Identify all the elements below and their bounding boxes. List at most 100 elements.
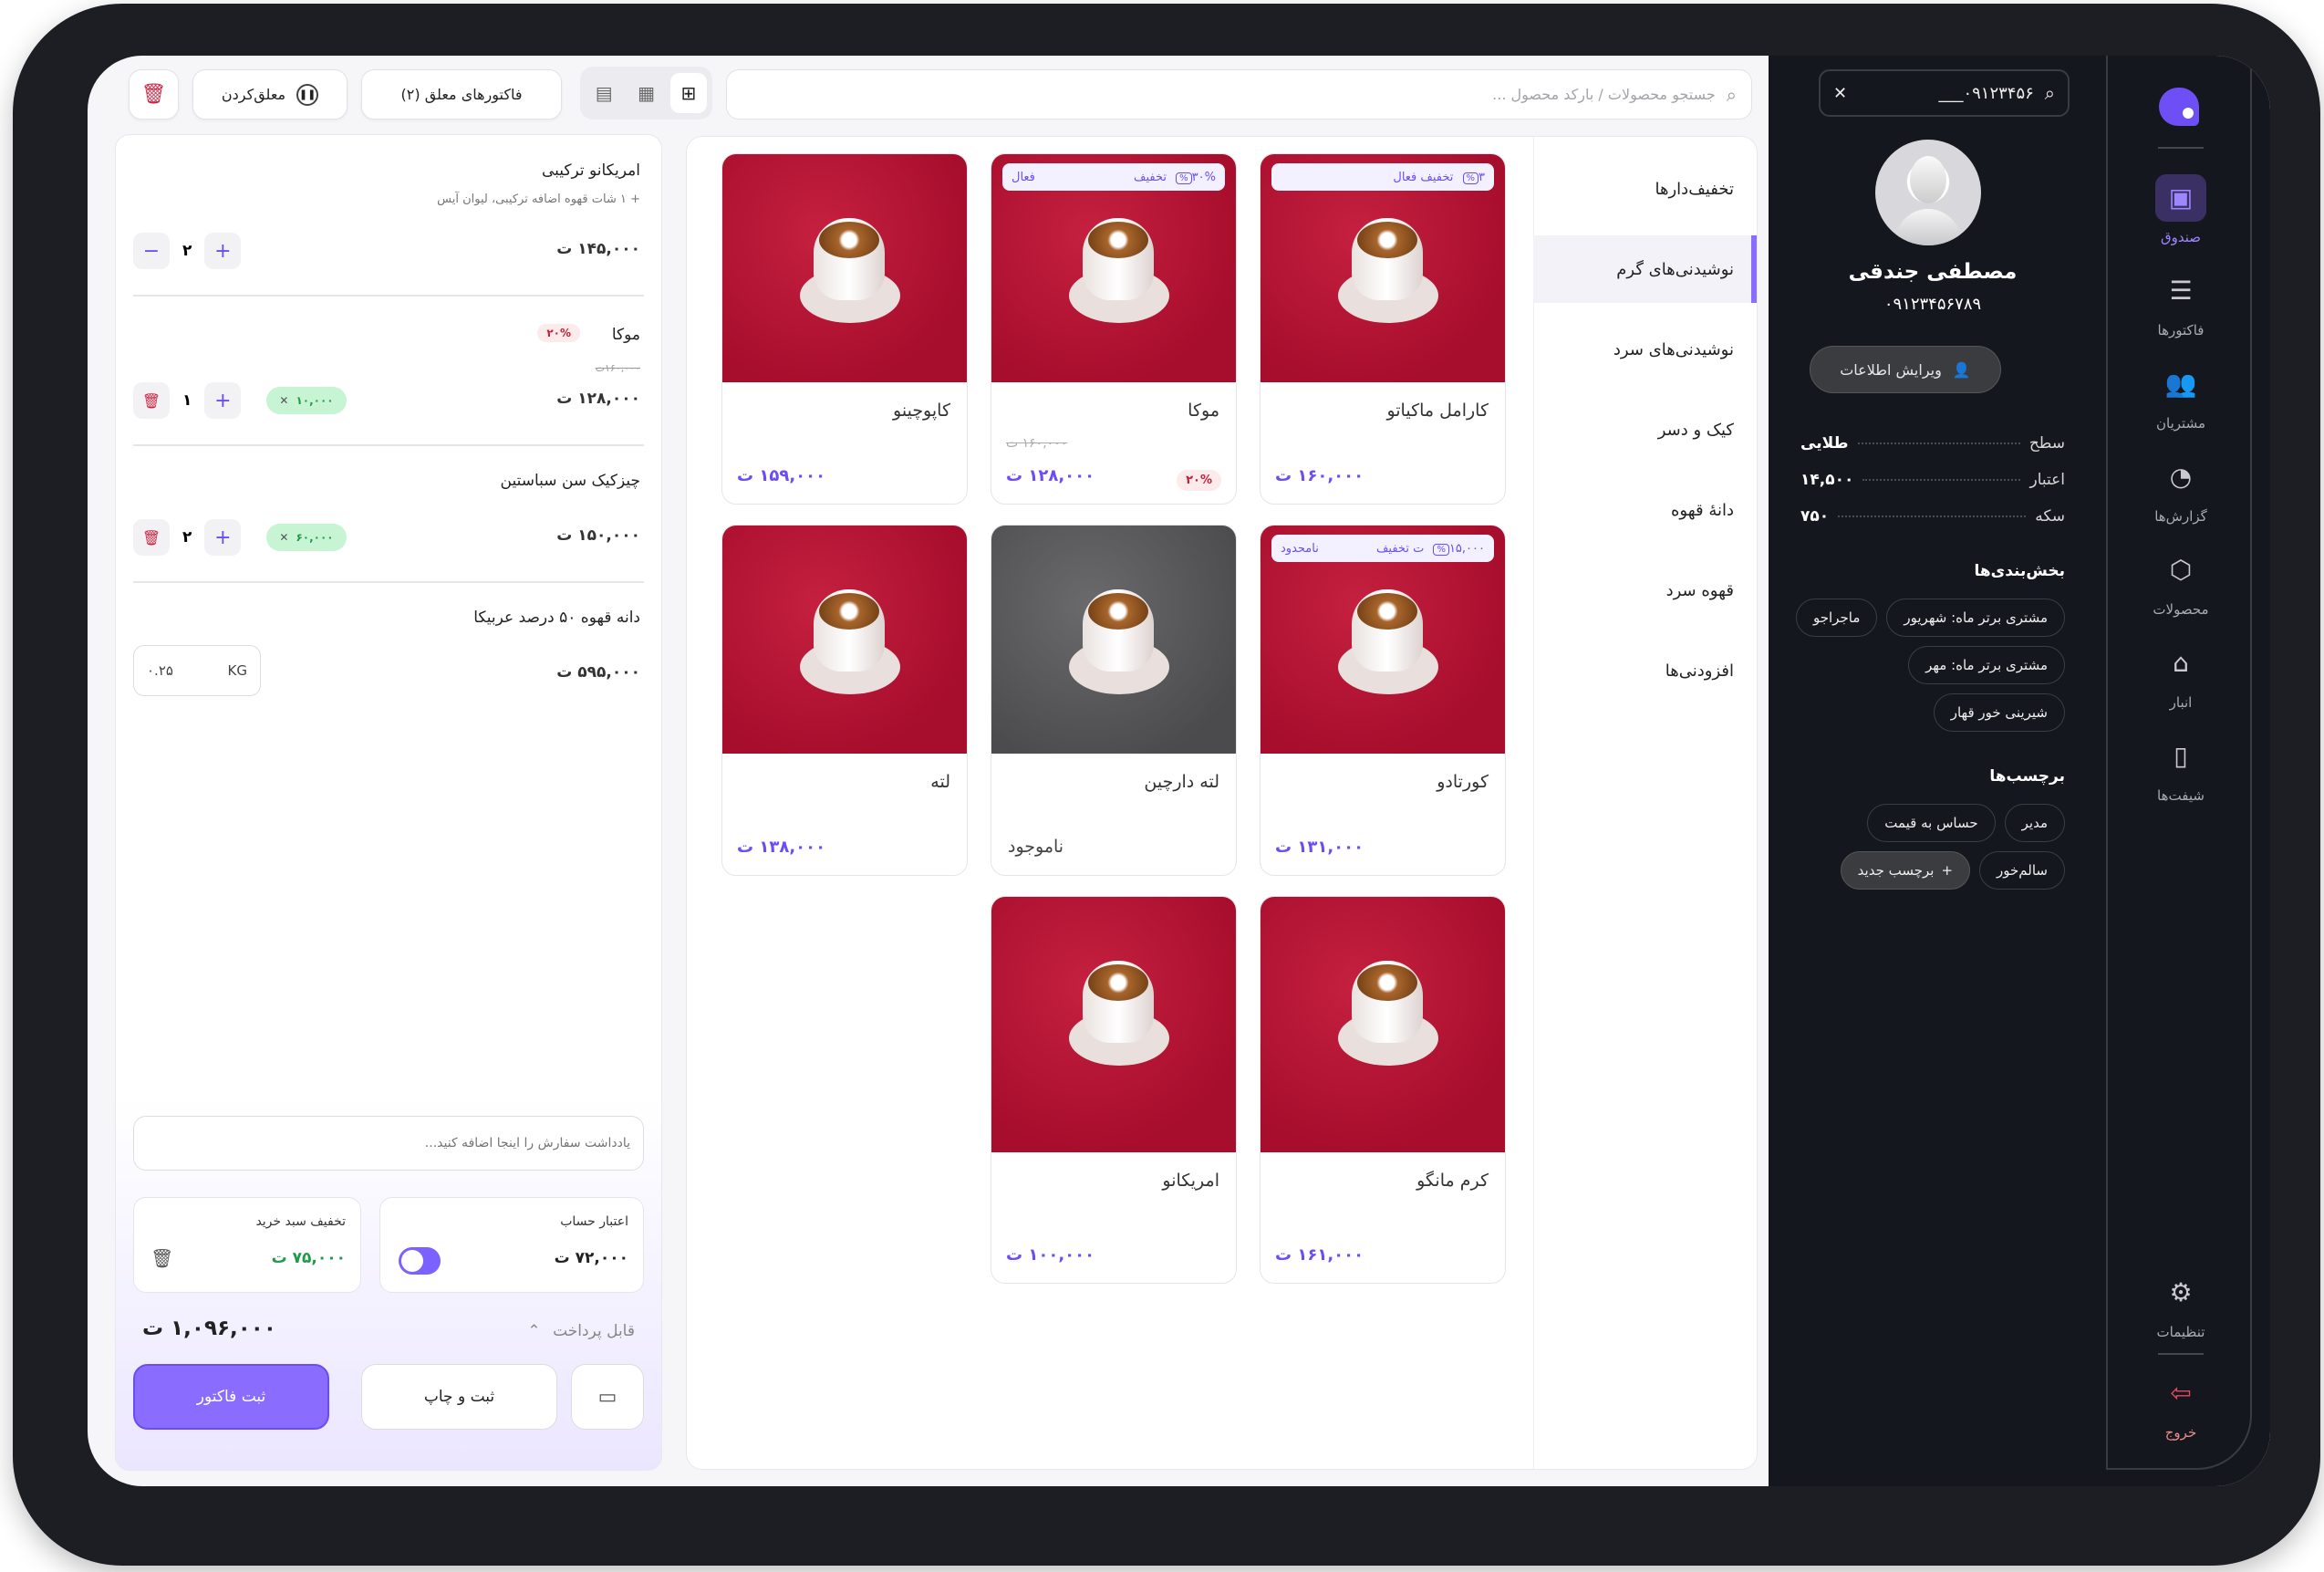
item-discount-chip[interactable]: ✕ ۱۰,۰۰۰ <box>266 387 347 414</box>
product-name: امریکانو <box>1162 1171 1219 1191</box>
suspended-invoices-label: فاکتورهای معلق (۲) <box>400 86 523 103</box>
increment-button[interactable]: + <box>204 519 242 556</box>
category-item[interactable]: قهوه سرد <box>1665 580 1734 600</box>
product-card[interactable]: %۱۵,۰۰۰ ت تخفیف نامحدود کورتادو ۱۳۱,۰۰۰ ت <box>1260 525 1506 876</box>
tag-chip[interactable]: سالم‌خور <box>1979 851 2065 890</box>
product-price: ۱۳۸,۰۰۰ ت <box>737 838 826 857</box>
nav-item-2[interactable]: 👥 مشتریان <box>2108 360 2254 432</box>
receipt-icon: ☰ <box>2169 276 2193 306</box>
product-card[interactable]: کرم مانگو ۱۶۱,۰۰۰ ت <box>1260 896 1506 1284</box>
clear-cart-button[interactable]: 🗑 <box>129 69 179 120</box>
add-tag-button[interactable]: + برچسب جدید <box>1840 851 1971 890</box>
nav-item-5[interactable]: ⌂ انبار <box>2108 640 2254 711</box>
avatar <box>1875 140 1981 245</box>
nav-item-label: گزارش‌ها <box>2154 508 2207 525</box>
logout-icon: ⇦ <box>2170 1378 2192 1408</box>
product-image: %۳۰% تخفیف فعال <box>991 154 1236 382</box>
dotted-leader <box>1862 479 2021 481</box>
segment-chip[interactable]: مشتری برتر ماه: مهر <box>1908 646 2065 684</box>
quantity-stepper: 🗑 ۱ + ✕ ۱۰,۰۰۰ <box>133 382 347 419</box>
segment-chip[interactable]: شیرینی خور قهار <box>1933 693 2065 732</box>
credit-value: ۷۲,۰۰۰ ت <box>554 1249 628 1267</box>
cart-item-price: ۱۴۵,۰۰۰ ت <box>556 240 640 258</box>
view-table-button[interactable]: ▤ <box>586 73 622 113</box>
nav-item-label: مشتریان <box>2156 415 2205 432</box>
product-card[interactable]: %۳۰% تخفیف فعال موکا ۱۶۰,۰۰۰ ت ۱۲۸,۰۰۰ ت ۲۰% <box>991 153 1237 505</box>
category-item[interactable]: نوشیدنی‌های گرم <box>1533 235 1757 303</box>
product-price: ۱۳۱,۰۰۰ ت <box>1275 838 1364 857</box>
weight-input[interactable]: KG ۰.۲۵ <box>133 645 261 696</box>
customer-search-input[interactable]: ۰۹۱۲۳۴۵۶___ <box>1938 83 2034 103</box>
product-card[interactable]: کاپوچینو ۱۵۹,۰۰۰ ت <box>721 153 968 505</box>
product-name: کورتادو <box>1437 772 1489 792</box>
decrement-button[interactable]: − <box>133 233 170 269</box>
tag-chip[interactable]: مدیر <box>2004 804 2065 842</box>
trash-icon[interactable]: 🗑 <box>150 1247 174 1269</box>
customer-search[interactable]: ⌕ ۰۹۱۲۳۴۵۶___ ✕ <box>1819 69 2070 117</box>
close-icon[interactable]: ✕ <box>279 531 289 544</box>
tag-chip[interactable]: حساس به قیمت <box>1867 804 1996 842</box>
badge-label: ۳۰% تخفیف <box>1134 170 1216 184</box>
nav-item-3[interactable]: ◔ گزارش‌ها <box>2108 453 2254 525</box>
percent-icon: % <box>1462 172 1479 184</box>
divider <box>133 444 644 446</box>
discount-percent-badge: ۲۰% <box>537 324 580 342</box>
category-item[interactable]: کیک و دسر <box>1657 420 1734 440</box>
product-image <box>991 897 1236 1152</box>
order-note-input[interactable] <box>133 1116 644 1171</box>
segment-chip[interactable]: مشتری برتر ماه: شهریور <box>1886 599 2065 637</box>
payable-toggle[interactable]: قابل پرداخت ⌃ <box>527 1322 635 1340</box>
cart-discount-card: تخفیف سبد خرید ۷۵,۰۰۰ ت 🗑 <box>133 1197 361 1293</box>
stat-row: سطح طلایی <box>1800 434 2065 453</box>
nav-logout[interactable]: ⇦ خروج <box>2108 1369 2254 1441</box>
close-icon[interactable]: ✕ <box>279 394 289 407</box>
nav-item-0[interactable]: ▣ صندوق <box>2108 174 2254 245</box>
product-price: ۱۶۱,۰۰۰ ت <box>1275 1245 1364 1265</box>
product-search[interactable]: ⌕ <box>726 69 1752 120</box>
increment-button[interactable]: + <box>204 233 242 269</box>
product-image: %۳ تخفیف فعال <box>1261 154 1505 382</box>
trash-icon: 🗑 <box>140 83 167 106</box>
product-card[interactable]: لته ۱۳۸,۰۰۰ ت <box>721 525 968 876</box>
nav-item-6[interactable]: ▯ شیفت‌ها <box>2108 733 2254 804</box>
nav-item-4[interactable]: ⬡ محصولات <box>2108 547 2254 618</box>
delete-item-button[interactable]: 🗑 <box>133 519 170 556</box>
nav-settings-label: تنظیمات <box>2156 1324 2205 1340</box>
credit-toggle[interactable] <box>399 1247 441 1275</box>
edit-info-button[interactable]: 👤 ویرایش اطلاعات <box>1810 346 2001 393</box>
divider <box>2158 147 2204 149</box>
view-grid-button[interactable]: ▦ <box>628 73 664 113</box>
category-item[interactable]: دانهٔ قهوه <box>1670 500 1734 520</box>
category-item[interactable]: نوشیدنی‌های سرد <box>1613 339 1734 359</box>
suspended-invoices-button[interactable]: فاکتورهای معلق (۲) <box>361 69 562 120</box>
product-card[interactable]: %۳ تخفیف فعال کارامل ماکیاتو ۱۶۰,۰۰۰ ت <box>1260 153 1506 505</box>
nav-settings[interactable]: ⚙ تنظیمات <box>2108 1269 2254 1340</box>
category-item[interactable]: افزودنی‌ها <box>1665 661 1734 681</box>
item-discount-chip[interactable]: ✕ ۶۰,۰۰۰ <box>266 524 347 551</box>
delete-item-button[interactable]: 🗑 <box>133 382 170 419</box>
search-icon: ⌕ <box>1726 83 1737 106</box>
stat-label: اعتبار <box>2029 471 2065 489</box>
discount-amount: ۱۰,۰۰۰ <box>296 394 334 407</box>
order-note-field[interactable] <box>147 1136 630 1150</box>
close-icon[interactable]: ✕ <box>1833 83 1848 103</box>
product-old-price: ۱۶۰,۰۰۰ ت <box>1006 436 1068 451</box>
logo-icon <box>2159 88 2199 126</box>
suspend-button[interactable]: ❚❚ معلق‌کردن <box>192 69 348 120</box>
category-item[interactable]: تخفیف‌دارها <box>1655 179 1734 199</box>
product-search-input[interactable] <box>742 86 1716 103</box>
warehouse-icon: ⌂ <box>2173 648 2189 678</box>
cup-shape <box>1352 961 1423 1043</box>
view-cards-button[interactable]: ⊞ <box>669 73 707 113</box>
submit-invoice-button[interactable]: ثبت فاکتور <box>133 1364 329 1430</box>
card-payment-button[interactable]: ▭ <box>571 1364 644 1430</box>
submit-print-button[interactable]: ثبت و چاپ <box>361 1364 557 1430</box>
segment-chip[interactable]: ماجراجو <box>1796 599 1878 637</box>
product-card[interactable]: لته دارچین ناموجود <box>991 525 1237 876</box>
nav-item-1[interactable]: ☰ فاکتورها <box>2108 267 2254 338</box>
product-card[interactable]: امریکانو ۱۰۰,۰۰۰ ت <box>991 896 1237 1284</box>
increment-button[interactable]: + <box>204 382 242 419</box>
cart-item-options: + ۱ شات قهوه اضافه ترکیبی، لیوان آیس <box>437 193 640 206</box>
weight-unit: KG <box>227 662 247 679</box>
cart-item: دانه قهوه ۵۰ درصد عربیکا ۵۹۵,۰۰۰ ت KG ۰.۲۵ <box>115 609 662 745</box>
